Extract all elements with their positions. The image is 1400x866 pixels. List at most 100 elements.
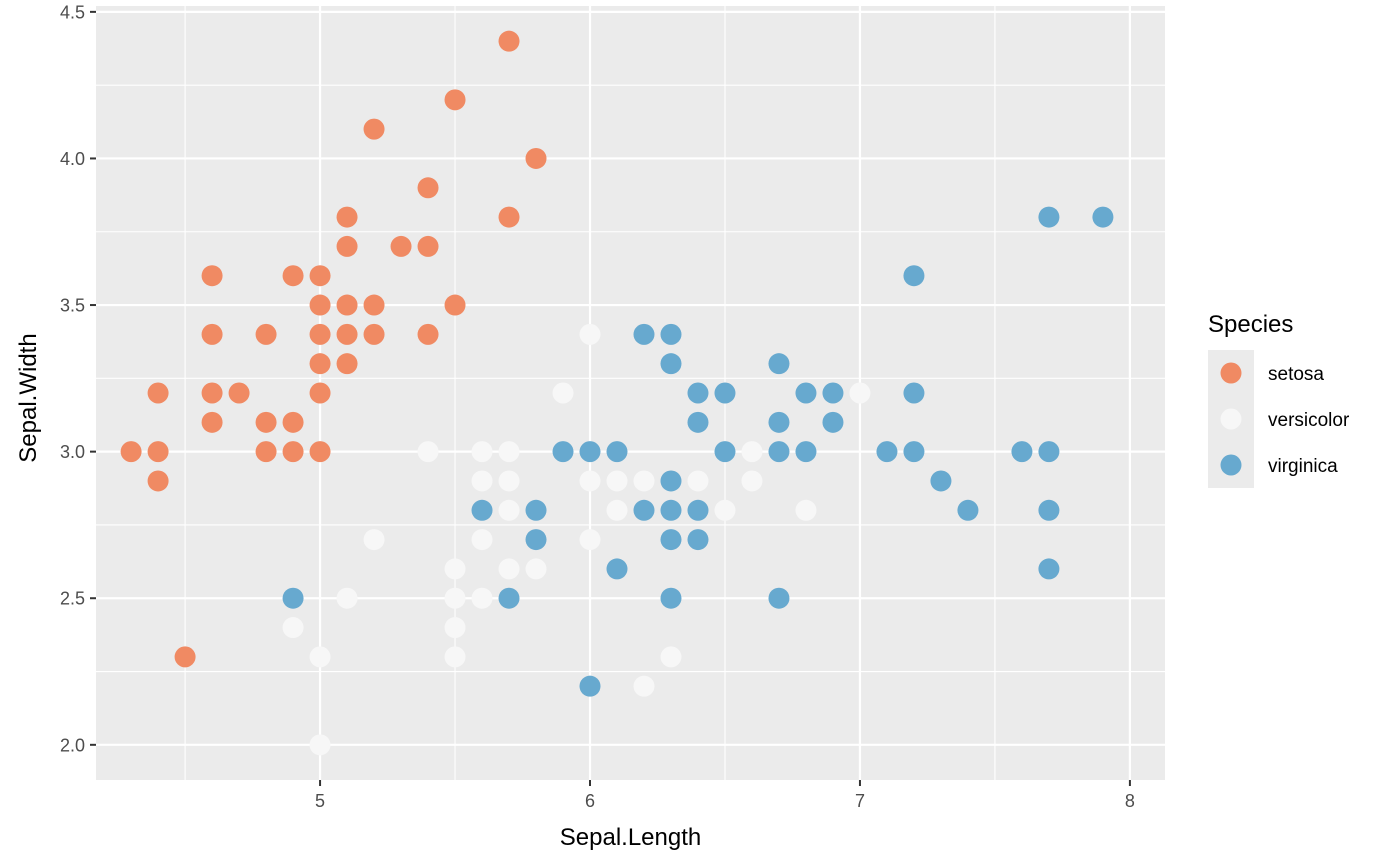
x-tick-label: 6 — [585, 791, 595, 811]
point-versicolor — [498, 558, 520, 580]
point-virginica — [552, 441, 574, 463]
point-virginica — [714, 382, 736, 404]
point-virginica — [903, 382, 925, 404]
point-virginica — [768, 411, 790, 433]
point-virginica — [1092, 206, 1114, 228]
point-setosa — [255, 411, 277, 433]
point-virginica — [903, 265, 925, 287]
point-virginica — [768, 441, 790, 463]
legend-label-virginica: virginica — [1268, 456, 1338, 477]
x-axis-title: Sepal.Length — [560, 824, 701, 851]
point-setosa — [363, 118, 385, 140]
point-versicolor — [498, 441, 520, 463]
point-setosa — [336, 353, 358, 375]
x-axis: 5 6 7 8 — [315, 780, 1135, 811]
point-versicolor — [444, 617, 466, 639]
point-setosa — [336, 206, 358, 228]
point-setosa — [498, 30, 520, 52]
point-versicolor — [444, 558, 466, 580]
data-points — [120, 30, 1114, 756]
point-setosa — [309, 323, 331, 345]
point-setosa — [255, 323, 277, 345]
point-virginica — [1011, 441, 1033, 463]
point-versicolor — [282, 617, 304, 639]
point-virginica — [660, 587, 682, 609]
point-versicolor — [444, 646, 466, 668]
point-virginica — [282, 587, 304, 609]
point-versicolor — [309, 734, 331, 756]
legend: Species setosa versicolor virginica — [1208, 311, 1350, 488]
point-virginica — [957, 499, 979, 521]
point-virginica — [768, 587, 790, 609]
point-setosa — [363, 294, 385, 316]
point-setosa — [201, 265, 223, 287]
y-axis-title: Sepal.Width — [15, 333, 42, 462]
point-virginica — [579, 441, 601, 463]
point-setosa — [336, 323, 358, 345]
point-setosa — [255, 441, 277, 463]
point-virginica — [930, 470, 952, 492]
point-versicolor — [741, 470, 763, 492]
point-setosa — [201, 411, 223, 433]
legend-key-versicolor — [1220, 408, 1242, 430]
point-versicolor — [552, 382, 574, 404]
point-setosa — [309, 353, 331, 375]
point-versicolor — [471, 441, 493, 463]
point-setosa — [309, 265, 331, 287]
point-versicolor — [498, 470, 520, 492]
point-setosa — [444, 89, 466, 111]
point-setosa — [309, 294, 331, 316]
point-versicolor — [309, 646, 331, 668]
point-setosa — [174, 646, 196, 668]
point-setosa — [282, 411, 304, 433]
point-virginica — [822, 411, 844, 433]
point-setosa — [201, 323, 223, 345]
point-versicolor — [741, 441, 763, 463]
point-virginica — [606, 558, 628, 580]
point-versicolor — [444, 587, 466, 609]
point-versicolor — [714, 499, 736, 521]
y-axis: 2.0 2.5 3.0 3.5 4.0 4.5 — [60, 2, 96, 755]
y-tick-label: 4.5 — [60, 2, 85, 22]
point-virginica — [660, 323, 682, 345]
point-versicolor — [498, 499, 520, 521]
point-versicolor — [363, 529, 385, 551]
x-tick-label: 5 — [315, 791, 325, 811]
point-virginica — [660, 470, 682, 492]
point-versicolor — [849, 382, 871, 404]
point-virginica — [660, 529, 682, 551]
minor-gridlines — [96, 6, 1165, 780]
point-virginica — [687, 499, 709, 521]
point-virginica — [606, 441, 628, 463]
y-tick-label: 2.5 — [60, 589, 85, 609]
legend-key-virginica — [1220, 454, 1242, 476]
legend-label-setosa: setosa — [1268, 364, 1324, 385]
y-tick-label: 4.0 — [60, 149, 85, 169]
point-versicolor — [525, 558, 547, 580]
point-setosa — [444, 294, 466, 316]
point-versicolor — [795, 499, 817, 521]
point-virginica — [525, 529, 547, 551]
point-versicolor — [579, 470, 601, 492]
point-setosa — [147, 470, 169, 492]
point-setosa — [309, 441, 331, 463]
point-virginica — [822, 382, 844, 404]
point-setosa — [363, 323, 385, 345]
legend-key-setosa — [1220, 362, 1242, 384]
plot-panel — [96, 6, 1165, 780]
point-setosa — [417, 323, 439, 345]
point-virginica — [660, 353, 682, 375]
point-versicolor — [687, 470, 709, 492]
point-virginica — [795, 441, 817, 463]
legend-keys: setosa versicolor virginica — [1220, 362, 1350, 477]
point-virginica — [795, 382, 817, 404]
point-virginica — [876, 441, 898, 463]
point-virginica — [1038, 441, 1060, 463]
point-virginica — [1038, 558, 1060, 580]
point-setosa — [147, 441, 169, 463]
point-virginica — [714, 441, 736, 463]
y-tick-label: 3.0 — [60, 442, 85, 462]
point-setosa — [120, 441, 142, 463]
